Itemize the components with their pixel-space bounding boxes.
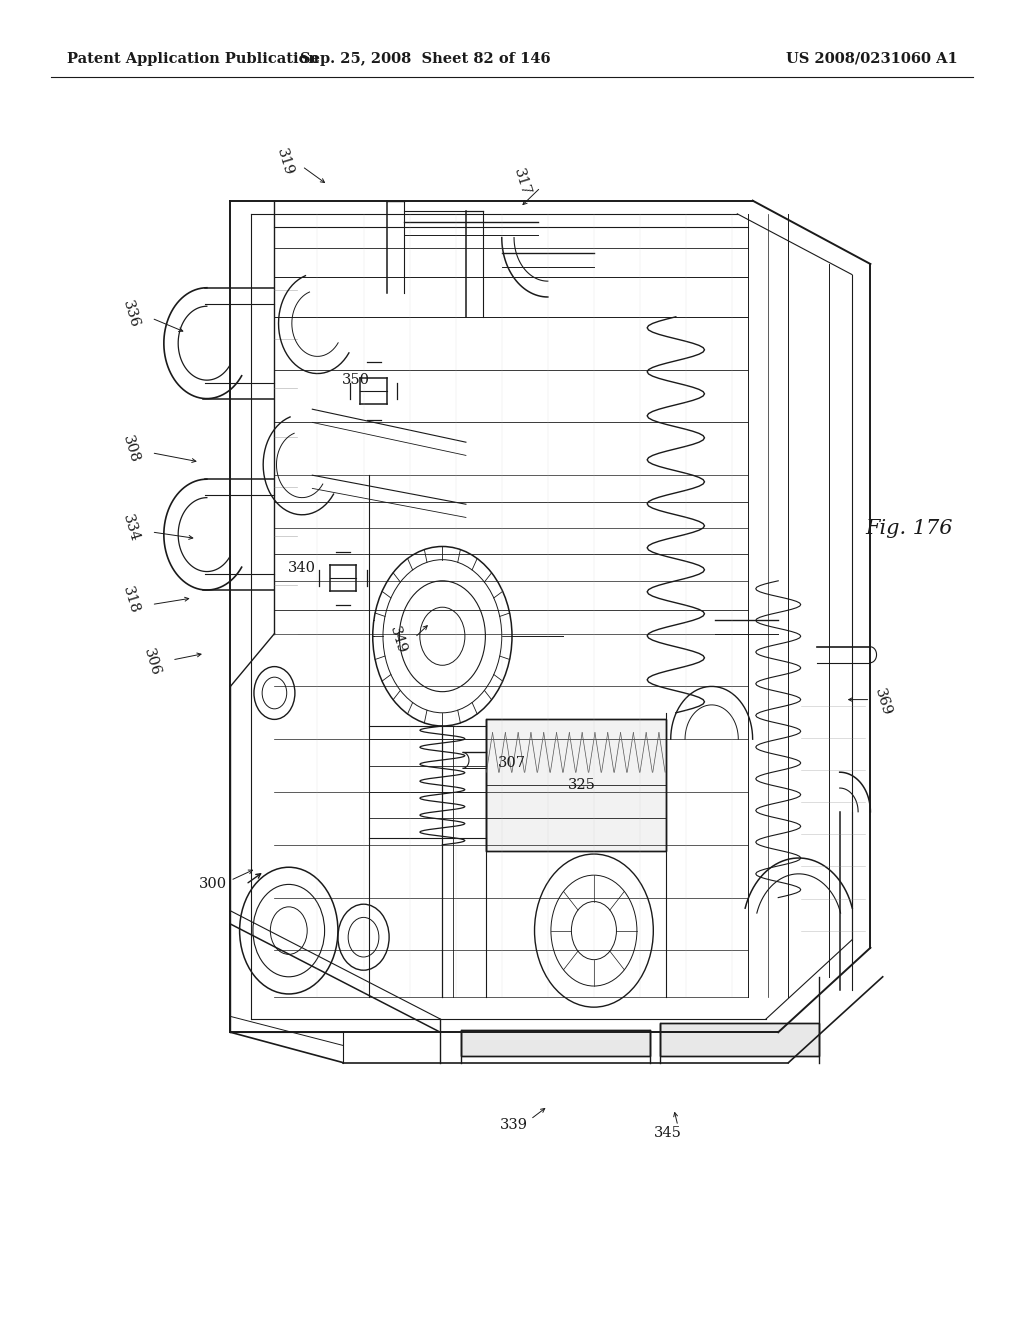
Bar	[660, 1023, 819, 1056]
Text: 325: 325	[567, 779, 596, 792]
Text: 319: 319	[274, 147, 295, 178]
Text: 307: 307	[498, 756, 526, 770]
Text: 349: 349	[386, 624, 409, 656]
Text: 317: 317	[512, 166, 532, 198]
Text: 318: 318	[120, 585, 142, 616]
Text: 369: 369	[871, 686, 894, 718]
Text: Fig. 176: Fig. 176	[865, 519, 952, 537]
Text: 308: 308	[120, 433, 142, 465]
Bar	[660, 1023, 819, 1056]
Text: 336: 336	[120, 298, 142, 330]
Text: Patent Application Publication: Patent Application Publication	[67, 51, 318, 66]
Text: US 2008/0231060 A1: US 2008/0231060 A1	[785, 51, 957, 66]
Text: 334: 334	[120, 512, 142, 544]
Bar	[486, 719, 666, 851]
Text: 339: 339	[500, 1118, 528, 1131]
Bar	[486, 719, 666, 851]
Text: 350: 350	[342, 374, 371, 387]
Text: 300: 300	[199, 878, 227, 891]
Bar	[461, 1030, 650, 1056]
Text: 340: 340	[288, 561, 316, 574]
Text: Sep. 25, 2008  Sheet 82 of 146: Sep. 25, 2008 Sheet 82 of 146	[300, 51, 550, 66]
Text: 345: 345	[653, 1126, 682, 1139]
Bar	[461, 1030, 650, 1056]
Text: 306: 306	[140, 647, 163, 678]
